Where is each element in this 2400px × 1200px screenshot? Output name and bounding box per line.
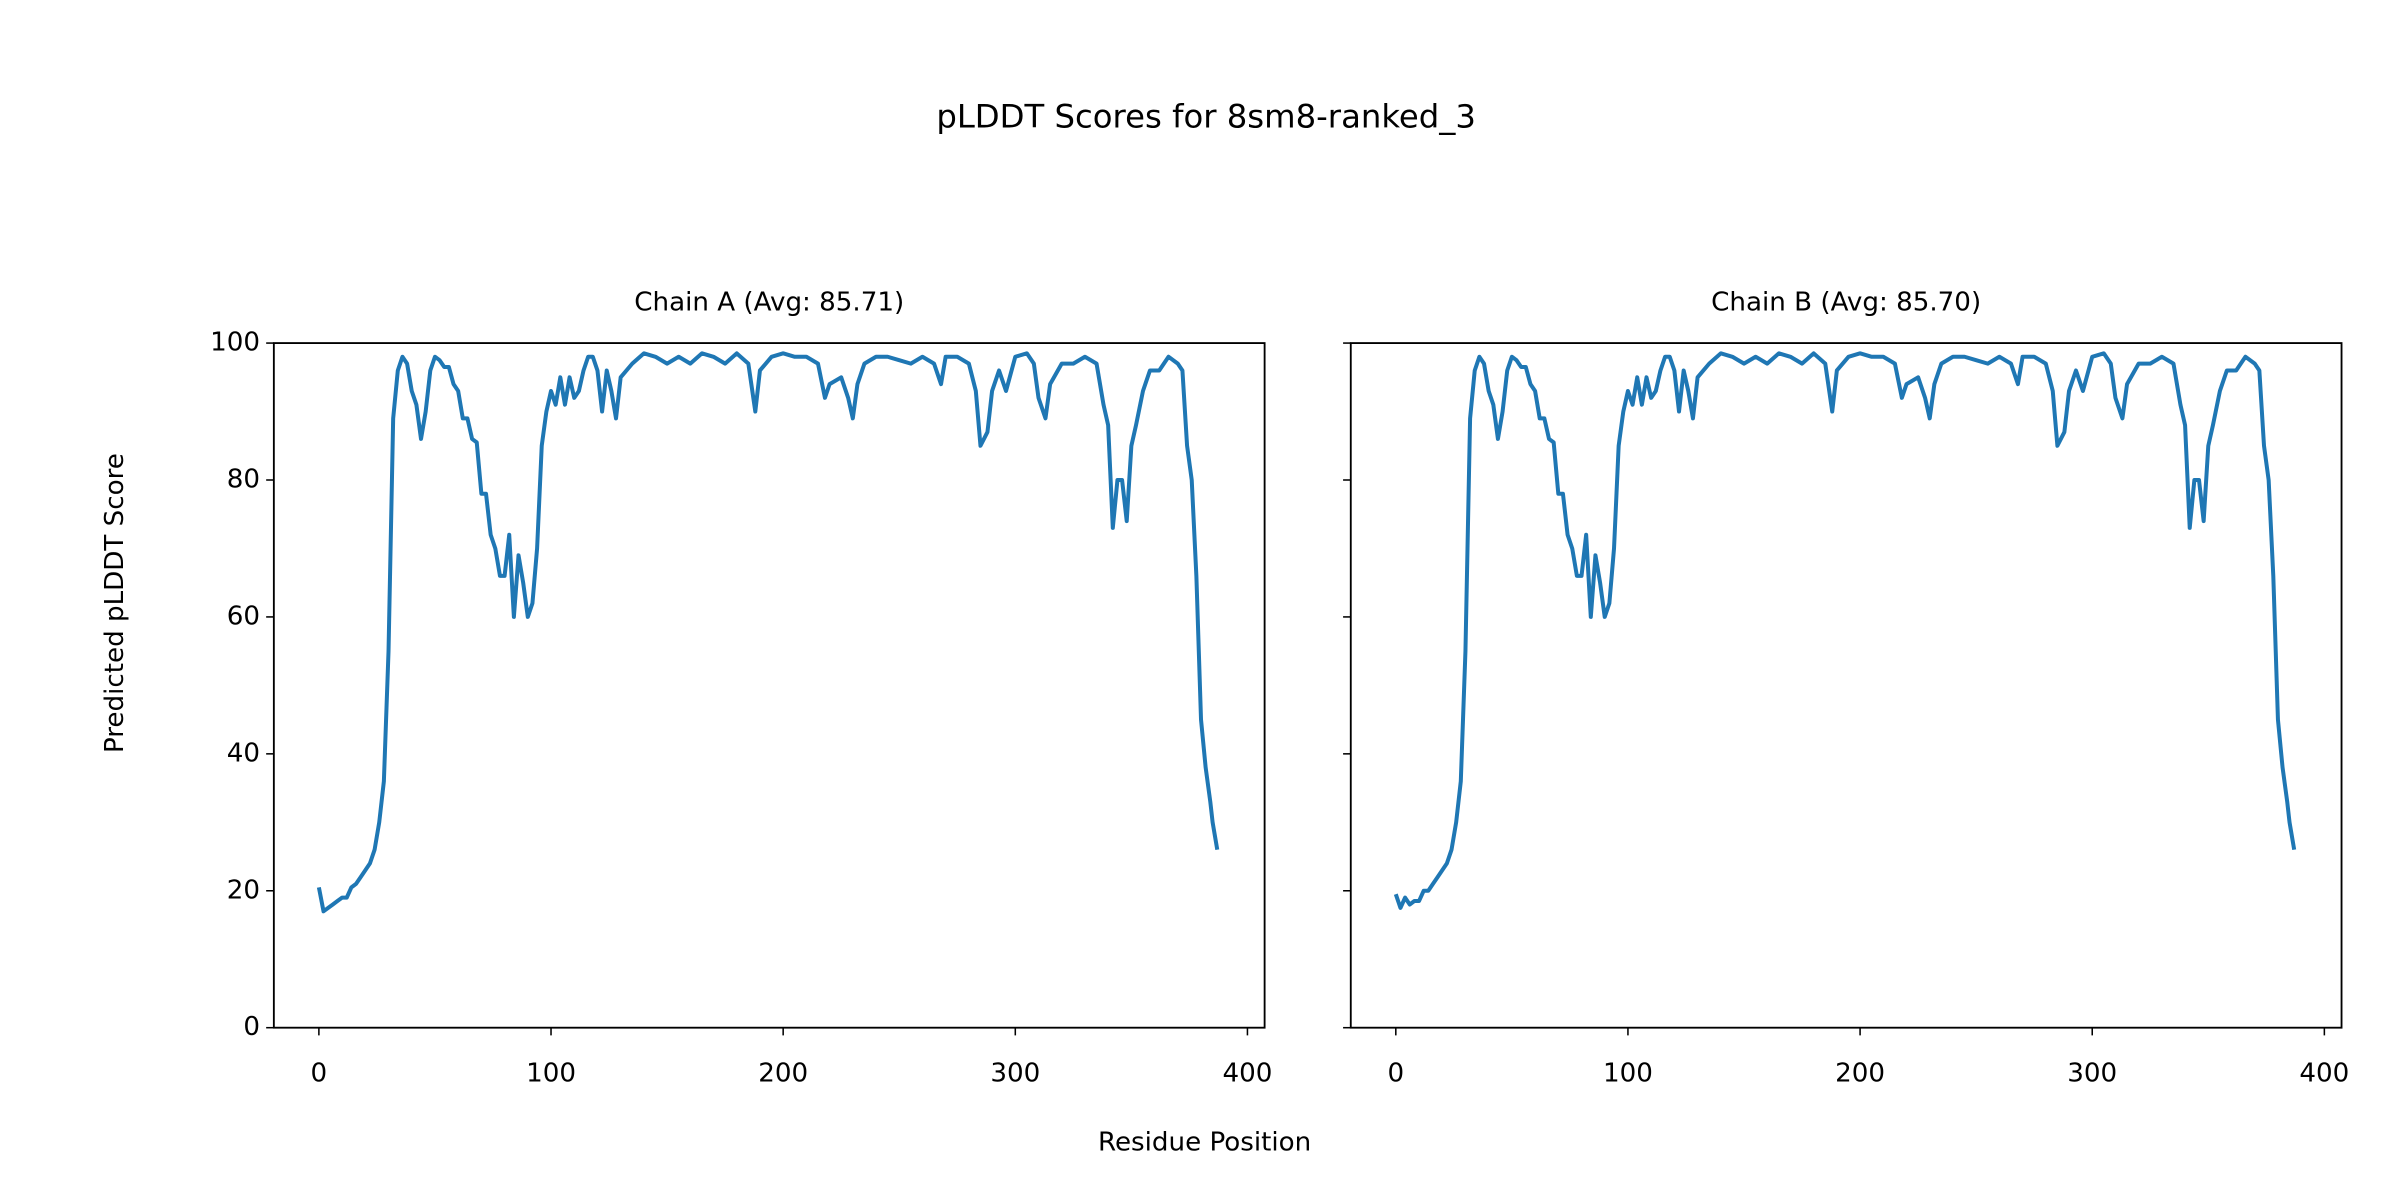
x-tick-label: 200 xyxy=(1835,1058,1885,1088)
panel-title: Chain B (Avg: 85.70) xyxy=(1711,288,1981,318)
line xyxy=(1393,351,2297,910)
x-tick-label: 0 xyxy=(311,1058,328,1088)
x-tick-label: 300 xyxy=(2067,1058,2117,1088)
x-tick-label: 0 xyxy=(1387,1058,1404,1088)
x-tick-label: 200 xyxy=(758,1058,808,1088)
y-tick-label: 20 xyxy=(227,875,260,905)
x-tick-label: 100 xyxy=(1603,1058,1653,1088)
y-tick-label: 80 xyxy=(227,464,260,494)
x-tick-label: 400 xyxy=(2299,1058,2349,1088)
y-tick-label: 0 xyxy=(243,1012,260,1042)
y-tick-label: 40 xyxy=(227,738,260,768)
y-tick-label: 60 xyxy=(227,601,260,631)
figure-title: pLDDT Scores for 8sm8-ranked_3 xyxy=(936,97,1476,135)
x-axis-label: Residue Position xyxy=(1098,1128,1311,1158)
x-tick-label: 300 xyxy=(990,1058,1040,1088)
x-tick-label: 100 xyxy=(526,1058,576,1088)
y-axis-label: Predicted pLDDT Score xyxy=(100,453,130,753)
axes-frame xyxy=(272,342,1266,1029)
x-tick-label: 400 xyxy=(1222,1058,1272,1088)
y-tick-label: 100 xyxy=(210,328,260,358)
line xyxy=(316,351,1220,914)
axes-frame xyxy=(1349,342,2343,1029)
panel-title: Chain A (Avg: 85.71) xyxy=(634,288,904,318)
